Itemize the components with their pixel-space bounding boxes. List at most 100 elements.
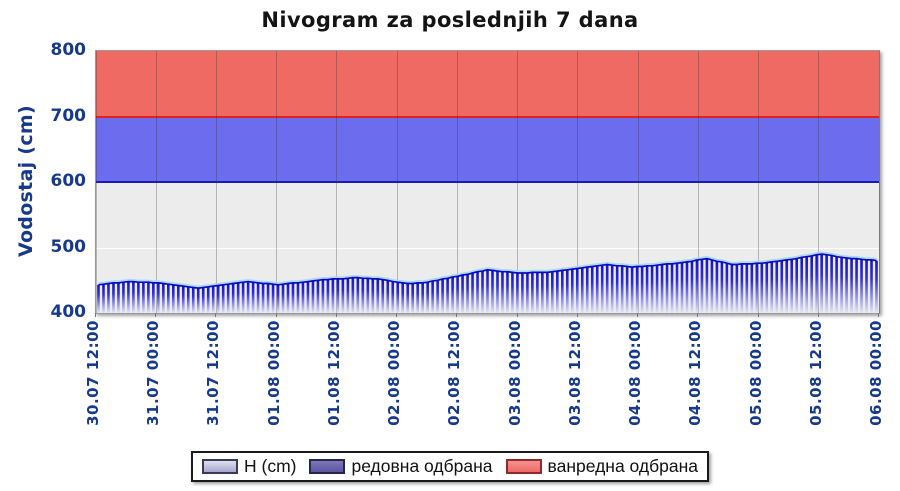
water-level-bar [566,269,569,313]
x-tick-label: 01.08 12:00 [324,320,343,426]
water-level-bar [201,287,205,313]
water-level-bar [835,256,838,313]
water-level-bar [595,265,599,313]
water-level-bar [730,264,734,313]
water-level-bar [690,261,694,313]
water-level-bar [471,273,474,313]
water-level-bar [256,282,260,313]
water-level-bar [386,280,390,313]
alarm-band-boundary-0 [96,181,879,183]
water-level-bar [167,284,170,313]
plot-area [95,50,880,314]
water-level-bar [441,278,444,313]
water-level-bar [710,259,714,313]
x-tick-label: 02.08 12:00 [445,320,464,426]
water-level-bar [541,272,544,313]
water-level-bar [665,263,669,313]
water-level-bar [670,263,674,313]
water-level-bar [311,280,315,313]
water-level-bar [491,270,494,313]
water-level-bar [191,287,195,313]
x-tick-label: 04.08 12:00 [686,320,705,426]
water-level-bar [590,266,594,313]
water-level-bar [351,277,355,313]
water-level-bar [795,258,799,313]
water-level-bar [157,282,160,313]
water-level-bar [321,279,325,313]
water-level-bar [206,286,210,313]
x-axis-tick [95,313,96,317]
water-level-bar [291,282,295,313]
water-level-bar [715,261,719,313]
water-level-bar [546,272,549,313]
water-level-bar [650,265,654,313]
y-tick-label: 600 [50,171,87,191]
x-axis-tick [335,313,337,317]
water-level-bar [251,282,255,313]
water-level-bar [720,261,724,313]
water-level-bar [735,264,739,313]
water-level-bar [127,281,130,313]
chart-title: Nivogram za poslednjih 7 dana [261,8,639,32]
water-level-bar [411,283,414,313]
water-level-bar [107,283,110,313]
y-tick-label: 400 [50,302,87,322]
water-level-bar [600,265,604,313]
water-level-bar [640,266,644,313]
water-level-bar [406,283,409,313]
x-tick-label: 05.08 12:00 [806,320,825,426]
regular-defense-swatch-icon [309,459,346,474]
water-level-bar [426,282,429,313]
water-level-bar [840,257,843,313]
water-level-bar [286,283,290,313]
water-level-bar [615,265,619,313]
water-level-bar [306,281,310,313]
x-axis-tick [155,313,157,317]
water-level-series [97,251,878,313]
water-level-bar [760,263,764,313]
water-level-bar [102,284,105,313]
water-level-bar [511,272,514,313]
x-axis-tick [576,313,578,317]
water-level-bar [790,259,794,313]
water-level-bar [575,268,579,313]
water-level-bar [226,284,230,313]
water-level-bar [366,278,370,313]
water-level-bar [551,271,554,313]
x-tick-label: 06.08 00:00 [867,320,885,426]
x-axis-tick [878,313,879,317]
water-level-bar [296,282,300,313]
vertical-gridline [336,51,338,313]
water-level-bar [855,258,858,313]
water-level-bar [137,282,140,313]
water-level-bar [216,285,220,313]
water-level-bar [800,257,803,313]
water-level-bar [625,266,629,313]
envelope-line [98,253,877,289]
water-level-bar [401,282,405,313]
water-level-bar [431,280,434,313]
water-level-bar [97,284,100,313]
legend-label-h: H (cm) [243,456,297,476]
water-level-bar [152,282,155,313]
water-level-bar [660,264,664,313]
water-level-bar [570,269,574,313]
x-axis-tick [817,313,819,317]
water-level-bar [231,283,235,313]
water-level-bar [585,267,589,313]
y-tick-label: 500 [50,236,87,257]
water-level-bar [371,278,375,313]
x-axis-tick [396,313,398,317]
vertical-gridline [697,51,699,313]
x-tick-label: 02.08 00:00 [385,320,404,426]
water-level-bar [506,271,509,313]
water-level-bar [496,271,499,313]
water-level-bar [685,261,689,313]
x-tick-label: 03.08 12:00 [565,320,584,426]
water-level-bar [336,278,340,313]
water-level-bar [700,259,704,313]
envelope-highlight-line [98,251,877,288]
water-level-bar [865,259,868,313]
water-level-bar [451,277,454,313]
